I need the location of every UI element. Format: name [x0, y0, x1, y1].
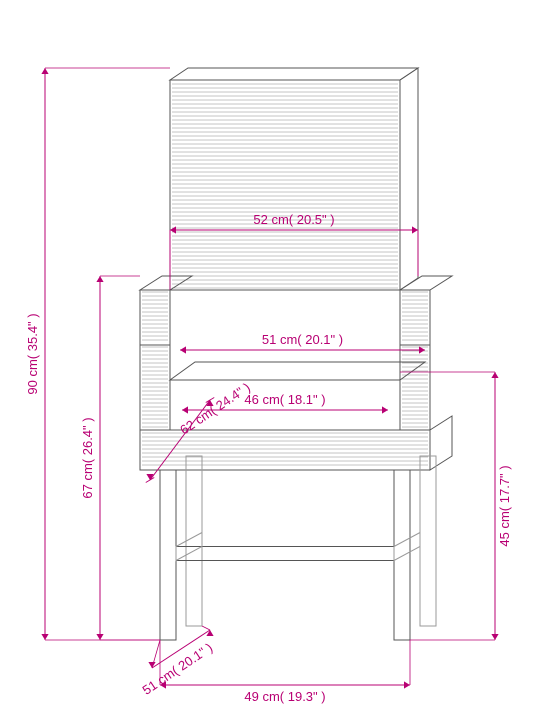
leg-front-left: [160, 470, 176, 640]
dim-label: 45 cm( 17.7" ): [497, 465, 512, 546]
leg-back-right: [420, 456, 436, 626]
leg-back-left: [186, 456, 202, 626]
dim-label: 51 cm( 20.1" ): [262, 332, 343, 347]
leg-front-right: [394, 470, 410, 640]
stretcher: [176, 547, 394, 561]
dim-label: 62 cm( 24.4" ): [177, 380, 253, 438]
dim-label: 67 cm( 26.4" ): [80, 417, 95, 498]
dim-label: 46 cm( 18.1" ): [244, 392, 325, 407]
backrest: [170, 80, 400, 290]
dim-label: 51 cm( 20.1" ): [140, 640, 216, 698]
dim-label: 52 cm( 20.5" ): [253, 212, 334, 227]
dim-label: 49 cm( 19.3" ): [244, 689, 325, 704]
dim-label: 90 cm( 35.4" ): [25, 313, 40, 394]
